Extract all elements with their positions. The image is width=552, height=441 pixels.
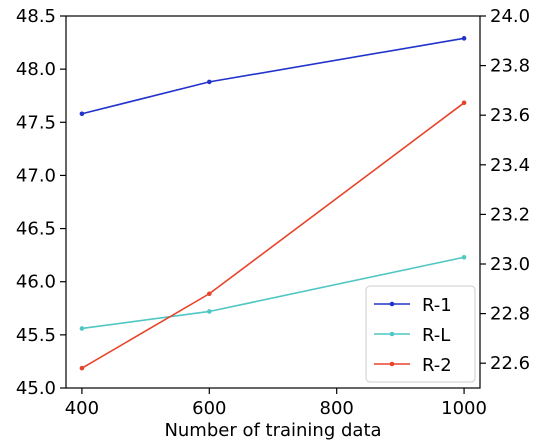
y-right-tick-label: 22.6 [490,353,530,374]
y-left-tick-label: 47.5 [16,112,56,133]
y-right-tick-label: 23.4 [490,155,530,176]
y-right-tick-label: 22.8 [490,304,530,325]
x-tick-label: 800 [320,398,354,419]
data-point-r-1 [79,111,85,117]
data-point-r-1 [207,79,212,85]
plot-area: 400 600 800 1000 45.0 45.5 46.0 46.5 47.0 47.5 48.… [16,6,530,419]
y-left-tick-label: 48.5 [16,6,56,27]
x-tick-label: 600 [192,398,226,419]
data-point-r-l [461,254,467,260]
y-left-tick-label: 45.5 [16,325,56,346]
y-right-tick-label: 24.0 [490,6,530,27]
y-left-tick-label: 45.0 [16,378,56,399]
legend-label-r-l: R-L [422,325,450,346]
legend-label-r-1: R-1 [422,295,452,316]
legend-box [365,285,476,383]
data-point-r-2 [461,100,467,106]
x-tick-label: 400 [65,398,99,419]
legend: R-1 R-L R-2 [365,285,476,383]
x-axis-label: Number of training data [164,420,381,441]
y-right-tick-label: 23.2 [490,204,530,225]
series-line-r-1 [81,37,465,115]
legend-marker-r-1 [389,301,395,307]
legend-label-r-2: R-2 [422,355,452,376]
data-point-r-2 [207,291,212,297]
data-point-r-l [79,326,85,331]
y-left-tick-label: 47.0 [16,165,56,186]
data-point-r-2 [79,365,85,371]
y-right-tick-label: 23.0 [490,254,530,275]
y-right-tick-label: 23.8 [490,56,530,77]
x-tick-label: 1000 [441,398,487,419]
data-point-r-1 [461,36,467,41]
legend-marker-r-2 [389,361,395,367]
y-right-tick-label: 23.6 [490,105,530,126]
y-left-tick-label: 46.5 [16,219,56,240]
data-point-r-l [207,309,212,314]
y-left-tick-label: 48.0 [16,59,56,80]
y-left-tick-label: 46.0 [16,272,56,293]
legend-marker-r-l [389,331,395,337]
plot-frame [65,15,481,389]
